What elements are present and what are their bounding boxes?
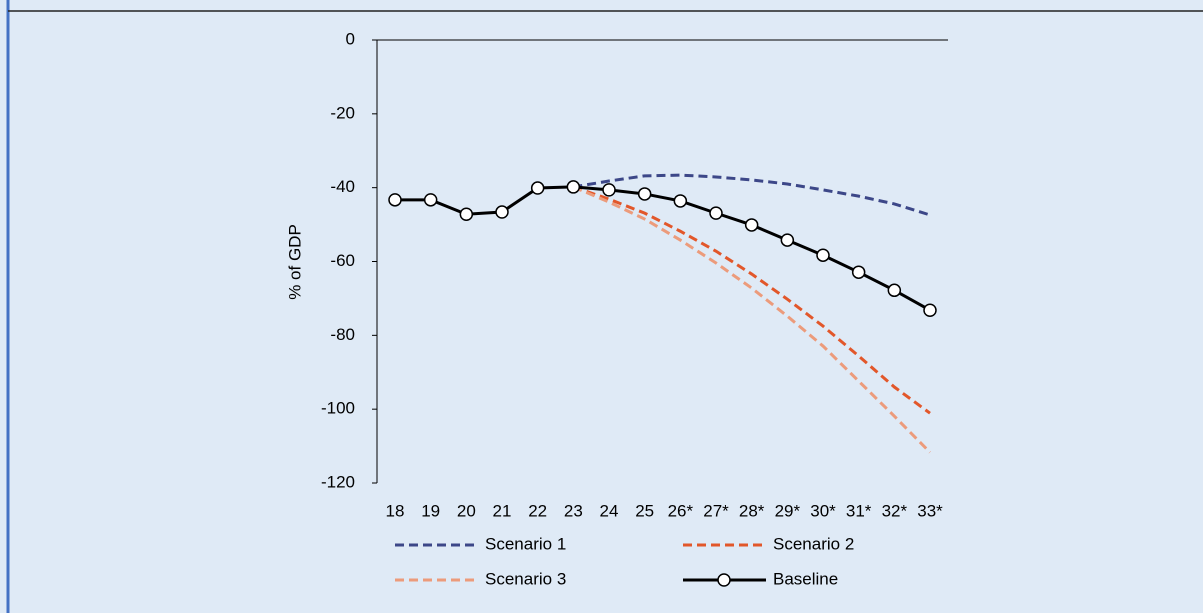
series-marker	[923, 303, 937, 317]
legend-label: Baseline	[773, 569, 838, 588]
x-tick-label: 29*	[775, 501, 801, 520]
series-marker	[887, 283, 902, 298]
series-marker	[566, 180, 581, 194]
y-tick-label: -40	[330, 177, 355, 196]
x-tick-label: 22	[528, 501, 547, 520]
x-tick-label: 25	[635, 501, 654, 520]
x-tick-label: 20	[457, 501, 476, 520]
y-axis-title: % of GDP	[285, 224, 304, 300]
series-marker	[709, 206, 723, 220]
legend-label: Scenario 2	[773, 534, 854, 553]
series-marker	[851, 265, 866, 279]
series-marker	[673, 194, 688, 208]
series-marker	[744, 218, 759, 232]
x-tick-label: 18	[386, 501, 405, 520]
series-marker	[816, 248, 830, 262]
y-tick-label: -20	[330, 103, 355, 122]
x-tick-label: 31*	[846, 501, 872, 520]
x-tick-label: 33*	[917, 501, 943, 520]
series-line	[573, 173, 931, 217]
series-marker	[530, 181, 545, 195]
x-tick-label: 26*	[668, 501, 694, 520]
series-marker	[637, 187, 652, 201]
series-marker	[780, 233, 795, 247]
x-tick-label: 19	[421, 501, 440, 520]
series-marker	[495, 205, 509, 219]
x-tick-label: 24	[600, 501, 619, 520]
legend-label: Scenario 1	[485, 534, 566, 553]
series-marker	[423, 193, 438, 207]
legend-label: Scenario 3	[485, 569, 566, 588]
x-tick-label: 30*	[810, 501, 836, 520]
x-tick-label: 21	[493, 501, 512, 520]
y-tick-label: -60	[330, 251, 355, 270]
y-tick-label: -120	[321, 472, 355, 491]
legend-marker	[717, 573, 731, 587]
y-tick-label: -100	[321, 399, 355, 418]
series-marker	[459, 207, 474, 221]
x-tick-label: 27*	[703, 501, 729, 520]
x-tick-label: 28*	[739, 501, 765, 520]
x-tick-label: 23	[564, 501, 583, 520]
series-line	[395, 185, 931, 312]
series-line	[572, 185, 932, 454]
x-tick-label: 32*	[882, 501, 908, 520]
series-marker	[388, 193, 402, 207]
y-tick-label: -80	[330, 325, 355, 344]
y-tick-label: 0	[346, 29, 355, 48]
series-marker	[602, 183, 616, 197]
series-line	[572, 185, 931, 415]
